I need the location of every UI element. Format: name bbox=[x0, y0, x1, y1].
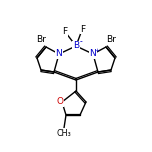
Text: -: - bbox=[80, 38, 82, 47]
Text: +: + bbox=[94, 47, 100, 52]
Text: Br: Br bbox=[106, 35, 116, 43]
Text: Br: Br bbox=[36, 35, 46, 43]
Text: O: O bbox=[57, 97, 64, 107]
Text: CH₃: CH₃ bbox=[57, 128, 71, 138]
Text: B: B bbox=[73, 41, 79, 50]
Text: F: F bbox=[80, 24, 86, 33]
Text: N: N bbox=[90, 50, 96, 59]
Text: N: N bbox=[56, 50, 62, 59]
Text: F: F bbox=[62, 28, 67, 36]
